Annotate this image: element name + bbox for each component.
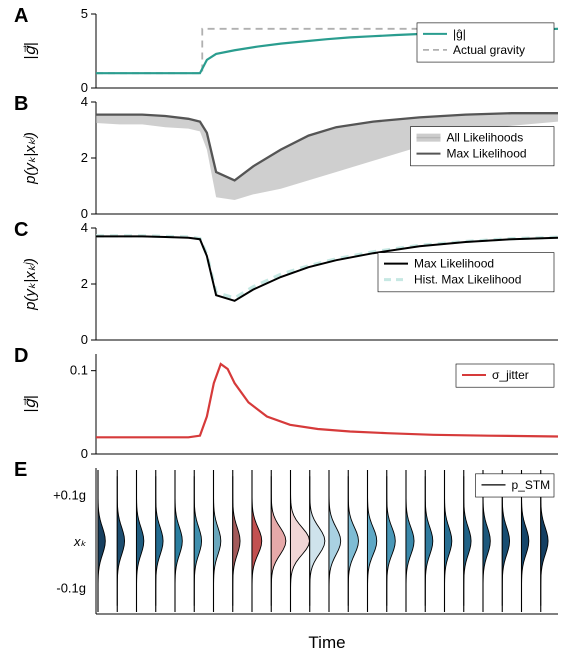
ylabel: p(yₖ|xₖʲ) [22,132,39,185]
ytick-label: 2 [81,150,88,165]
ylabel: |g⃗| [22,42,39,59]
ytick-label: 4 [81,94,88,109]
ytick-label-e: xₖ [73,534,87,549]
ytick-label-e: +0.1g [53,487,86,502]
legend-label: σ_jitter [492,368,529,382]
ylabel: p(yₖ|xₖʲ) [22,258,39,311]
legend-label: Hist. Max Likelihood [414,273,521,287]
ytick-label-e: -0.1g [56,581,86,596]
legend-label: All Likelihoods [447,131,524,145]
ytick-label: 0 [81,206,88,221]
ytick-label: 0.1 [70,363,88,378]
ytick-label: 0 [81,80,88,95]
ytick-label: 0 [81,446,88,461]
ytick-label: 5 [81,6,88,21]
ylabel: |g⃗| [22,395,39,412]
legend-label: Max Likelihood [414,257,494,271]
legend-label: |ĝ| [453,27,466,41]
legend-label: Max Likelihood [447,147,527,161]
ytick-label: 4 [81,220,88,235]
panel-letter-B: B [14,93,28,115]
ytick-label: 2 [81,276,88,291]
ytick-label: 0 [81,332,88,347]
panel-letter-C: C [14,219,28,241]
panel-letter-A: A [14,5,28,27]
panel-letter-E: E [14,459,27,481]
xlabel-time: Time [308,633,345,652]
panel-letter-D: D [14,345,28,367]
legend-label: Actual gravity [453,43,525,57]
legend-label: p_STM [512,478,551,492]
